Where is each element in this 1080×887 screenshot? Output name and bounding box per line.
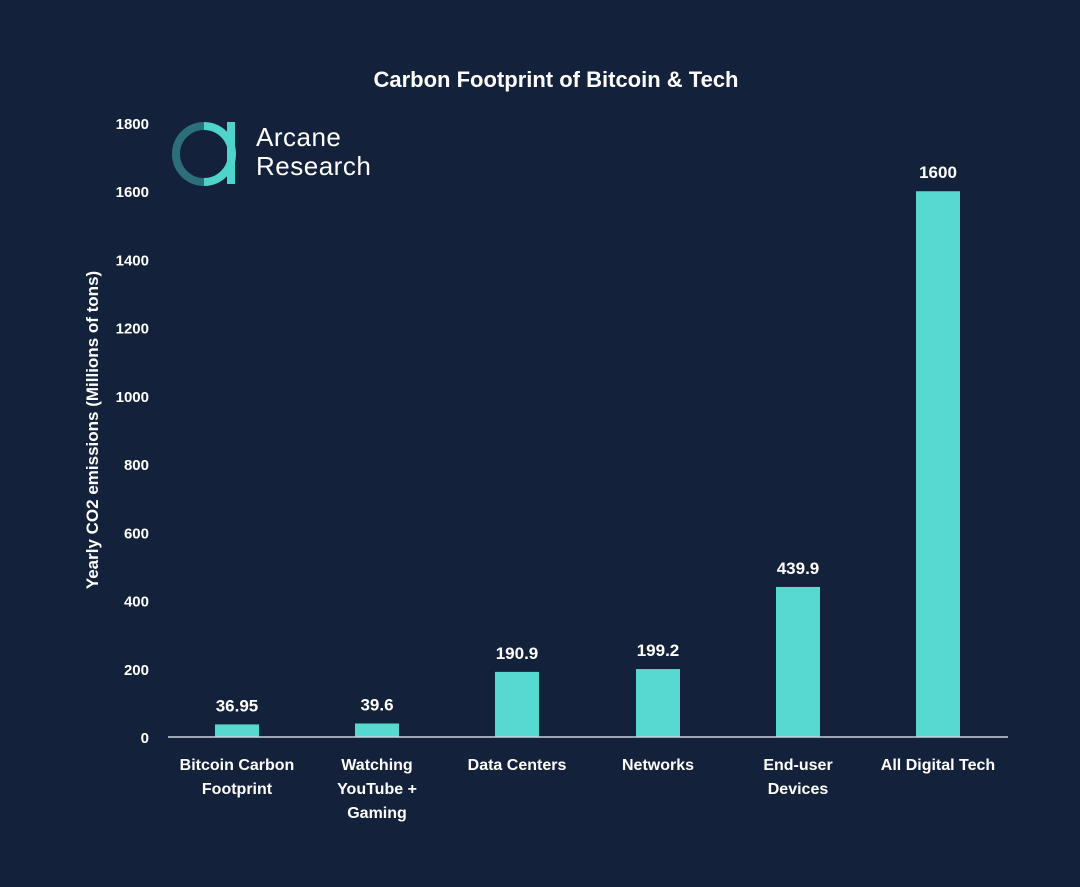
- bar: [355, 723, 399, 737]
- bars-group: [215, 191, 960, 737]
- bar-data-label: 190.9: [496, 644, 539, 663]
- y-tick-label: 1600: [116, 184, 149, 201]
- bar-data-label: 36.95: [216, 696, 259, 715]
- logo-text-line1: Arcane: [256, 122, 341, 152]
- bar: [495, 671, 539, 737]
- bar: [916, 191, 960, 737]
- y-tick-label: 0: [141, 730, 149, 747]
- y-tick-label: 400: [124, 594, 149, 611]
- y-tick-label: 600: [124, 525, 149, 542]
- x-category-label: Devices: [768, 781, 829, 798]
- x-category-label: Watching: [341, 757, 412, 774]
- y-axis-title: Yearly CO2 emissions (Millions of tons): [83, 271, 102, 589]
- category-labels-group: Bitcoin Carbon Footprint Watching YouTube +…: [180, 757, 996, 822]
- x-category-label: Networks: [622, 757, 694, 774]
- x-category-label: Data Centers: [468, 757, 567, 774]
- x-category-label: Bitcoin Carbon: [180, 757, 295, 774]
- bar-data-label: 199.2: [637, 641, 680, 660]
- data-labels-group: 36.95 39.6 190.9 199.2 439.9 1600: [216, 163, 957, 715]
- arcane-research-logo: Arcane Research: [172, 122, 371, 186]
- logo-text-line2: Research: [256, 151, 371, 181]
- x-category-label: End-user: [763, 757, 832, 774]
- y-tick-label: 1200: [116, 321, 149, 338]
- bar-data-label: 439.9: [777, 559, 820, 578]
- y-tick-label: 1400: [116, 252, 149, 269]
- x-category-label: Gaming: [347, 805, 407, 822]
- y-tick-label: 800: [124, 457, 149, 474]
- bar: [636, 669, 680, 737]
- y-tick-label: 1800: [116, 116, 149, 133]
- bar-data-label: 39.6: [360, 695, 393, 714]
- bar: [776, 586, 820, 737]
- x-category-label: YouTube +: [337, 781, 417, 798]
- y-tick-label: 1000: [116, 389, 149, 406]
- y-tick-label: 200: [124, 662, 149, 679]
- arcane-research-logo-icon: [172, 122, 236, 186]
- chart-title: Carbon Footprint of Bitcoin & Tech: [374, 67, 739, 92]
- logo-stem: [227, 122, 235, 184]
- bar-data-label: 1600: [919, 163, 957, 182]
- logo-arc-dark: [172, 122, 205, 186]
- bar: [215, 724, 259, 737]
- y-axis-ticks: 0 200 400 600 800 1000 1200 1400 1600 1800: [116, 116, 149, 747]
- x-category-label: All Digital Tech: [881, 757, 995, 774]
- x-category-label: Footprint: [202, 781, 273, 798]
